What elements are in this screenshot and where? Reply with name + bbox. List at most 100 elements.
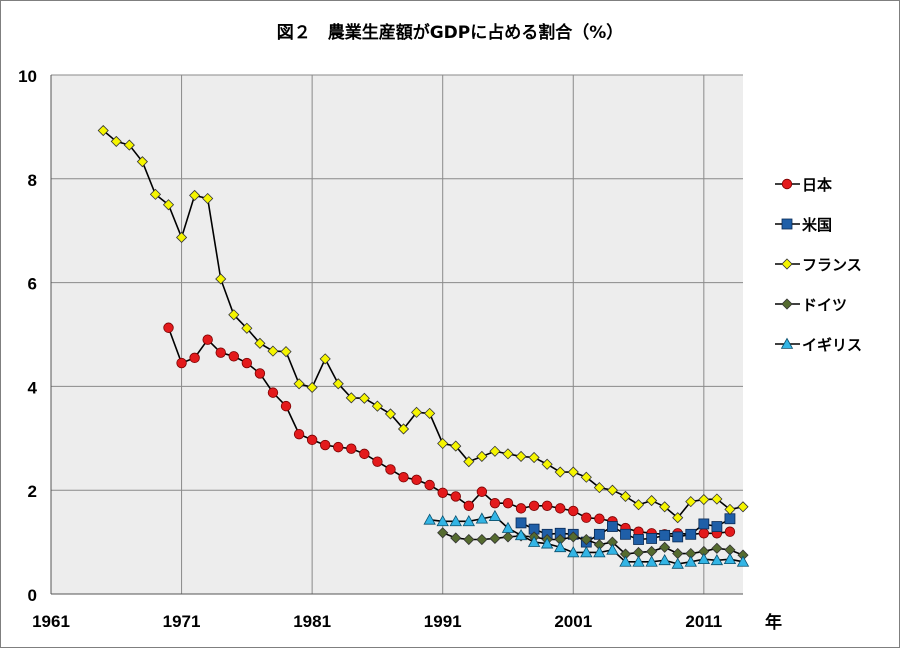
data-point — [202, 192, 214, 205]
data-point — [541, 458, 553, 470]
data-point — [515, 450, 527, 463]
x-tick-label: 1981 — [293, 612, 331, 631]
data-point — [463, 456, 475, 468]
chart-title: 図２ 農業生産額がGDPに占める割合（%） — [276, 23, 624, 43]
data-point — [267, 345, 279, 357]
data-point — [528, 451, 540, 464]
series-3 — [97, 124, 749, 524]
data-point — [162, 199, 175, 211]
data-point — [228, 351, 239, 362]
data-point — [489, 532, 501, 545]
data-point — [189, 189, 201, 201]
data-point — [424, 479, 435, 491]
data-point — [593, 482, 605, 494]
legend-item: イギリス — [775, 336, 862, 354]
data-point — [698, 528, 710, 539]
data-point — [149, 188, 162, 200]
data-point — [293, 378, 305, 390]
data-point — [671, 557, 684, 569]
data-point — [345, 392, 357, 404]
legend-marker — [781, 178, 793, 190]
legend-item: ドイツ — [775, 296, 847, 314]
data-point — [123, 139, 135, 151]
data-point — [698, 518, 710, 530]
legend-label: ドイツ — [802, 296, 847, 314]
data-point — [659, 501, 671, 513]
data-point — [228, 309, 240, 321]
data-point — [554, 540, 567, 553]
data-point — [476, 533, 488, 546]
data-point — [136, 156, 148, 168]
data-point — [580, 546, 593, 558]
data-point — [450, 440, 462, 452]
data-point — [723, 552, 737, 565]
data-point — [711, 521, 723, 532]
data-point — [540, 537, 554, 549]
legend-item: 米国 — [775, 216, 832, 234]
data-point — [397, 423, 410, 435]
data-point — [476, 486, 488, 497]
data-point — [685, 528, 697, 540]
data-point — [488, 509, 502, 521]
data-point — [358, 392, 370, 404]
data-point — [698, 493, 710, 506]
data-point — [332, 378, 344, 390]
data-point — [620, 528, 631, 540]
data-point — [619, 490, 632, 502]
data-point — [333, 441, 344, 453]
data-point — [567, 546, 580, 558]
data-point — [241, 322, 253, 334]
legend-marker — [781, 218, 793, 230]
data-point — [606, 543, 619, 555]
data-point — [658, 553, 671, 566]
data-point — [437, 437, 449, 450]
data-point — [736, 555, 750, 567]
data-point — [541, 500, 553, 511]
data-point — [567, 466, 579, 478]
data-point — [672, 512, 684, 524]
data-point — [685, 496, 697, 508]
data-point — [319, 353, 331, 365]
data-point — [568, 505, 579, 517]
data-point — [659, 529, 671, 541]
data-point — [619, 555, 632, 567]
y-tick-label: 6 — [28, 275, 37, 294]
data-point — [502, 497, 514, 509]
data-point — [215, 347, 226, 358]
data-point — [515, 503, 527, 514]
data-point — [554, 466, 566, 478]
data-point — [633, 534, 644, 545]
legend-item: 日本 — [775, 176, 832, 194]
data-point — [580, 471, 592, 483]
axes: 0 2 4 6 8 10 1961 1971 1981 1991 2001 2011 — [18, 67, 743, 631]
legend-label: 米国 — [802, 216, 832, 234]
data-point — [306, 381, 318, 394]
data-point — [359, 448, 370, 460]
legend-label: イギリス — [802, 336, 862, 354]
data-point — [462, 515, 475, 527]
y-tick-label: 10 — [18, 67, 37, 86]
legend-label: 日本 — [802, 176, 832, 194]
data-point — [450, 491, 461, 502]
data-point — [672, 531, 684, 543]
data-point — [489, 497, 501, 509]
y-tick-label: 4 — [28, 378, 38, 397]
data-point — [475, 512, 489, 524]
data-point — [110, 135, 122, 147]
data-point — [293, 428, 305, 440]
data-point — [241, 357, 253, 369]
y-tick-label: 8 — [28, 171, 37, 190]
data-point — [385, 464, 396, 475]
legend-marker — [781, 298, 793, 310]
data-point — [724, 513, 736, 525]
data-point — [254, 337, 266, 349]
data-point — [202, 334, 213, 345]
data-point — [411, 474, 422, 486]
data-point — [501, 521, 515, 533]
data-point — [423, 513, 436, 525]
data-point — [411, 406, 423, 418]
y-tick-label: 2 — [28, 482, 37, 501]
data-point — [711, 542, 723, 554]
